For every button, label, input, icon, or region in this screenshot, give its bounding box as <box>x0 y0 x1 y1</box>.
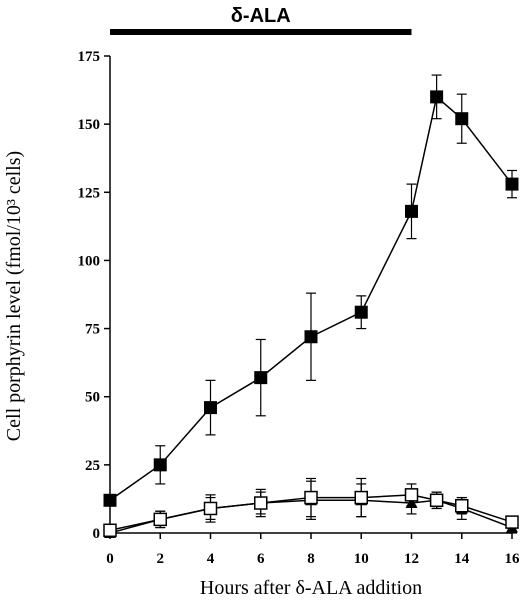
series-line <box>109 95 513 501</box>
data-point-filled-square <box>354 305 368 319</box>
x-tick-label: 6 <box>257 551 265 567</box>
data-point-open-square <box>354 490 368 505</box>
data-point-open-square <box>505 515 519 529</box>
series-open-square <box>103 477 519 538</box>
y-tick-label: 100 <box>78 253 101 269</box>
data-point-filled-square <box>405 204 418 218</box>
data-point-filled-square <box>254 371 268 385</box>
x-tick-label: 10 <box>354 551 369 567</box>
x-axis-title: Hours after δ-ALA addition <box>200 577 422 599</box>
data-point-open-square <box>203 501 218 516</box>
series-filled-square <box>103 74 519 507</box>
data-point-open-square <box>455 498 469 513</box>
y-axis-title: Cell porphyrin level (fmol/10³ cells) <box>3 151 25 441</box>
treatment-bar-label: δ-ALA <box>231 5 291 27</box>
series-group <box>103 74 519 538</box>
data-point-filled-square <box>204 401 217 415</box>
x-tick-label: 2 <box>157 551 165 567</box>
data-point-open-square <box>254 496 268 510</box>
data-point-filled-square <box>304 330 318 344</box>
x-tick-label: 16 <box>505 551 520 567</box>
data-point-filled-square <box>153 458 167 472</box>
data-point-open-square <box>304 490 318 505</box>
y-tick-label: 0 <box>93 526 101 542</box>
y-tick-label: 25 <box>85 458 100 474</box>
x-tick-label: 14 <box>454 551 470 567</box>
data-point-open-square <box>404 488 419 502</box>
data-point-filled-square <box>455 112 469 126</box>
data-point-open-square <box>429 493 444 508</box>
data-point-filled-square <box>430 90 444 104</box>
series-line <box>109 494 513 532</box>
x-tick-label: 12 <box>404 551 419 567</box>
y-tick-label: 50 <box>85 390 100 406</box>
x-tick-label: 4 <box>207 551 215 567</box>
data-point-open-square <box>153 512 167 527</box>
data-point-filled-square <box>103 493 117 507</box>
y-tick-label: 125 <box>78 185 101 201</box>
treatment-bar-group: δ-ALA <box>110 5 412 35</box>
y-tick-label: 175 <box>78 49 101 65</box>
y-tick-label: 75 <box>85 322 100 338</box>
x-tick-label: 8 <box>307 551 315 567</box>
data-point-filled-square <box>505 177 519 191</box>
y-tick-label: 150 <box>78 117 101 133</box>
axes: 0 25 50 75 100 125 150 175 0 2 4 6 8 10 12 14 16 <box>78 49 520 567</box>
data-point-open-square <box>103 523 117 538</box>
x-tick-label: 0 <box>106 551 114 567</box>
